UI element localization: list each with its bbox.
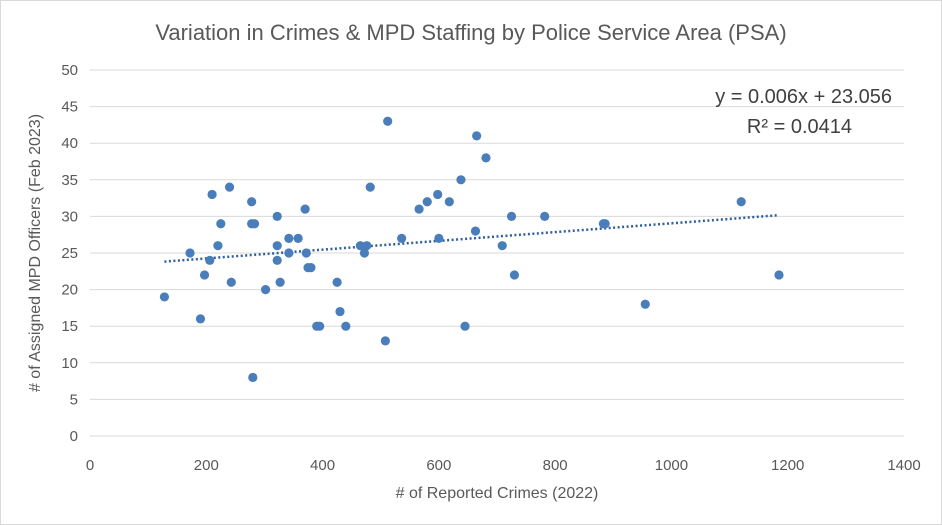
y-tick-label: 30 bbox=[61, 208, 78, 225]
x-tick-label: 1000 bbox=[655, 457, 688, 474]
data-point bbox=[248, 372, 258, 383]
data-point bbox=[335, 306, 345, 317]
chart-title: Variation in Crimes & MPD Staffing by Po… bbox=[155, 20, 786, 45]
x-tick-label: 800 bbox=[543, 457, 568, 474]
data-point bbox=[301, 248, 311, 258]
data-point bbox=[433, 189, 443, 200]
data-point bbox=[359, 248, 370, 258]
data-point bbox=[365, 182, 375, 192]
data-point bbox=[247, 197, 257, 207]
data-point bbox=[272, 241, 282, 251]
x-tick-label: 600 bbox=[426, 457, 451, 474]
trendline bbox=[164, 214, 778, 263]
x-axis-title: # of Reported Crimes (2022) bbox=[396, 485, 599, 502]
data-point bbox=[293, 233, 303, 243]
x-tick-labels: 0 200 400 600 800 1000 1200 1400 bbox=[86, 457, 921, 474]
data-point bbox=[213, 241, 223, 251]
y-tick-label: 45 bbox=[61, 99, 78, 116]
data-point bbox=[300, 204, 310, 214]
y-tick-label: 5 bbox=[70, 391, 78, 408]
data-point bbox=[272, 255, 282, 265]
data-point bbox=[414, 204, 424, 214]
data-point bbox=[774, 270, 784, 280]
data-point bbox=[736, 197, 746, 207]
y-tick-label: 20 bbox=[61, 282, 78, 299]
trendline-equation: y = 0.006x + 23.056 bbox=[715, 86, 892, 108]
y-tick-label: 0 bbox=[70, 428, 78, 445]
y-tick-labels: 0 5 10 15 20 25 30 35 40 45 50 bbox=[61, 62, 78, 445]
data-point bbox=[362, 241, 372, 251]
data-point bbox=[332, 277, 342, 287]
data-point bbox=[272, 211, 282, 221]
data-point bbox=[506, 211, 517, 221]
x-tick-label: 0 bbox=[86, 457, 94, 474]
data-point bbox=[199, 270, 210, 280]
data-point bbox=[284, 233, 294, 243]
data-point bbox=[509, 270, 520, 280]
data-point bbox=[315, 321, 325, 331]
x-tick-label: 1400 bbox=[887, 457, 920, 474]
data-point bbox=[284, 248, 294, 258]
data-point bbox=[444, 197, 454, 207]
data-point bbox=[207, 189, 217, 200]
y-tick-label: 25 bbox=[61, 245, 78, 262]
data-point bbox=[226, 277, 236, 287]
data-point bbox=[397, 233, 407, 243]
data-points bbox=[159, 116, 784, 383]
y-tick-label: 50 bbox=[61, 62, 78, 79]
gridlines bbox=[90, 69, 904, 437]
data-point bbox=[260, 285, 271, 295]
y-tick-label: 35 bbox=[61, 172, 78, 189]
trendline-r-squared: R² = 0.0414 bbox=[747, 116, 852, 138]
data-point bbox=[275, 277, 285, 287]
y-tick-label: 10 bbox=[61, 355, 78, 372]
y-tick-label: 15 bbox=[61, 318, 78, 335]
data-point bbox=[460, 321, 470, 331]
data-point bbox=[355, 241, 365, 251]
data-point bbox=[249, 219, 260, 229]
data-point bbox=[640, 299, 650, 309]
data-point bbox=[341, 321, 351, 331]
data-point bbox=[456, 175, 466, 185]
data-point bbox=[422, 197, 432, 207]
data-point bbox=[540, 211, 550, 221]
data-point bbox=[205, 255, 215, 265]
data-point bbox=[383, 116, 393, 126]
data-point bbox=[306, 263, 316, 273]
data-point bbox=[185, 248, 195, 258]
data-point bbox=[470, 226, 481, 236]
y-axis-title: # of Assigned MPD Officers (Feb 2023) bbox=[27, 114, 44, 392]
x-tick-label: 400 bbox=[310, 457, 335, 474]
x-tick-label: 1200 bbox=[771, 457, 804, 474]
data-point bbox=[600, 219, 610, 229]
data-point bbox=[434, 233, 444, 243]
data-point bbox=[497, 241, 507, 251]
data-point bbox=[481, 153, 491, 163]
data-point bbox=[472, 131, 482, 141]
data-point bbox=[224, 182, 235, 192]
x-tick-label: 200 bbox=[194, 457, 219, 474]
y-tick-label: 40 bbox=[61, 135, 78, 152]
data-point bbox=[216, 219, 226, 229]
data-point bbox=[195, 314, 206, 324]
data-point bbox=[159, 292, 170, 302]
data-point bbox=[380, 336, 390, 346]
